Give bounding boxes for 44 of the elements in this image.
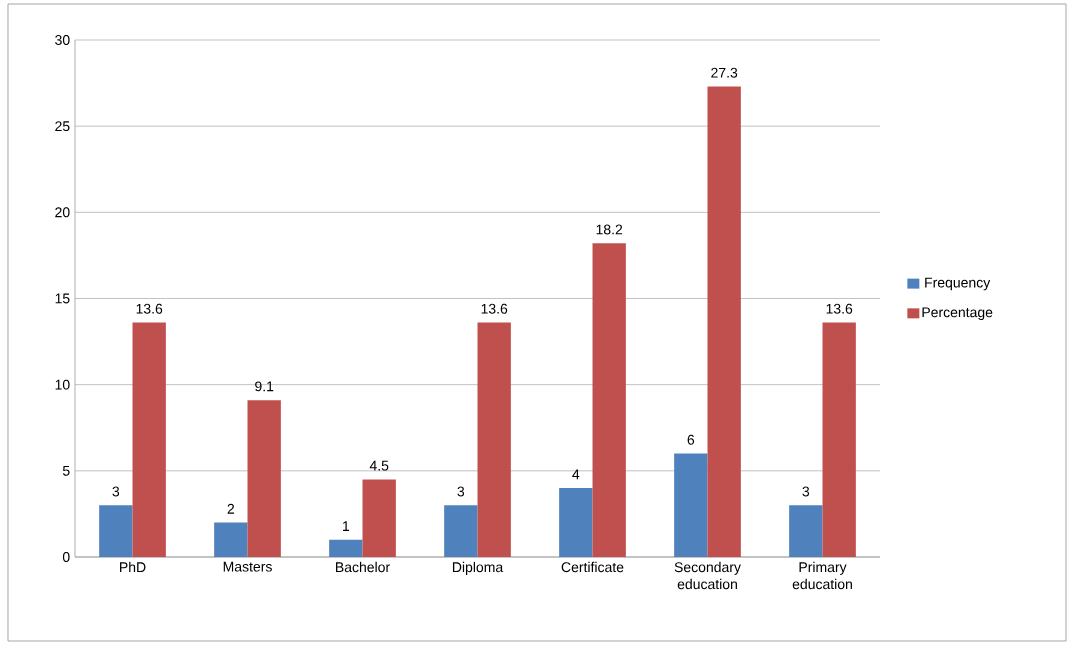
bar (592, 243, 626, 557)
bar (559, 488, 593, 557)
bar (477, 322, 511, 557)
y-tick-label: 5 (62, 465, 70, 476)
y-tick-label: 15 (55, 293, 70, 304)
bar (329, 539, 363, 557)
data-label: 4.5 (369, 460, 389, 471)
data-label: 13.6 (826, 303, 853, 314)
data-label: 3 (457, 486, 465, 497)
bar (132, 322, 166, 557)
data-label: 3 (112, 486, 120, 497)
bar (99, 505, 133, 557)
bar (822, 322, 856, 557)
x-tick-label: Certificate (561, 561, 624, 573)
legend-label: Percentage (922, 307, 993, 321)
bar (362, 479, 396, 557)
bar (214, 522, 248, 557)
y-tick-label: 30 (55, 35, 70, 45)
data-label: 27.3 (711, 67, 738, 78)
y-tick-label: 10 (55, 379, 70, 390)
y-tick-label: 0 (62, 552, 70, 562)
bar (444, 505, 478, 557)
data-label: 6 (687, 434, 695, 445)
data-label: 3 (802, 486, 810, 497)
x-tick-label: Masters (223, 561, 272, 572)
bar (707, 86, 741, 557)
data-label: 2 (227, 503, 235, 514)
bar (247, 400, 281, 557)
bar (674, 453, 708, 557)
x-tick-label: PhD (120, 561, 146, 572)
data-label: 18.2 (596, 224, 623, 235)
legend-label: Frequency (925, 277, 991, 291)
x-tick-label: Bachelor (336, 561, 390, 573)
y-tick-label: 20 (55, 207, 70, 218)
bar (789, 505, 823, 557)
x-tick-label: Secondary education (674, 561, 741, 590)
data-label: 1 (343, 521, 350, 531)
data-label: 4 (572, 469, 580, 480)
data-label: 13.6 (481, 303, 508, 314)
data-label: 13.6 (136, 303, 163, 314)
x-tick-label: Diploma (452, 561, 504, 575)
x-tick-label: Primary education (792, 561, 852, 590)
y-tick-label: 25 (55, 121, 70, 132)
data-label: 9.1 (255, 381, 274, 392)
